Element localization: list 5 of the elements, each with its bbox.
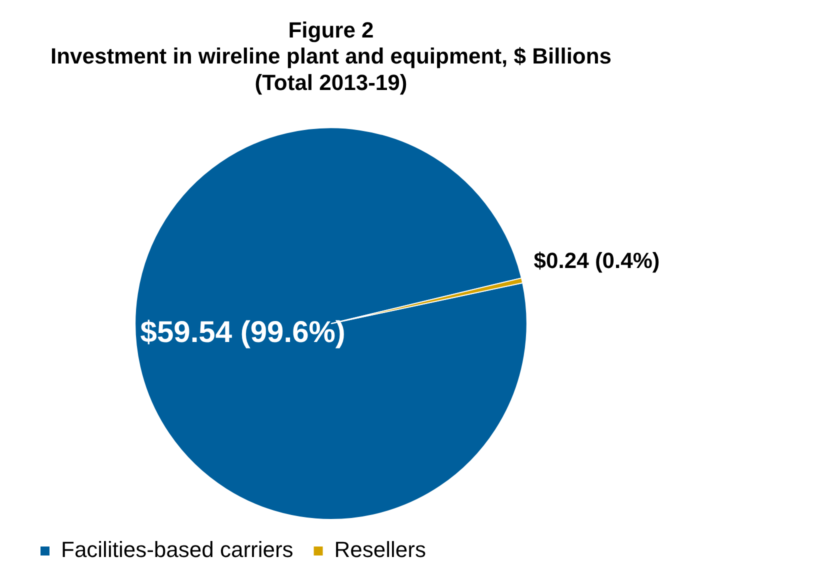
chart-title: Figure 2 Investment in wireline plant and equipment, $ Billions (Total 2013-19) [50,17,612,96]
legend-label: Facilities-based carriers [61,537,294,562]
legend-label: Resellers [334,537,426,562]
data-label: $59.54 (99.6%) [140,316,346,349]
data-label: $0.24 (0.4%) [534,248,660,273]
